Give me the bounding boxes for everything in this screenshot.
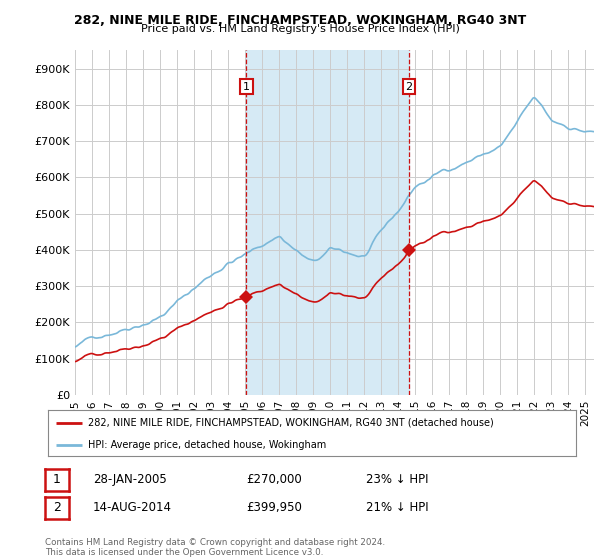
Text: 282, NINE MILE RIDE, FINCHAMPSTEAD, WOKINGHAM, RG40 3NT: 282, NINE MILE RIDE, FINCHAMPSTEAD, WOKI…: [74, 14, 526, 27]
Text: 2: 2: [53, 501, 61, 515]
Text: £399,950: £399,950: [246, 501, 302, 515]
Text: 2: 2: [405, 82, 412, 92]
Text: 21% ↓ HPI: 21% ↓ HPI: [366, 501, 428, 515]
Text: Contains HM Land Registry data © Crown copyright and database right 2024.
This d: Contains HM Land Registry data © Crown c…: [45, 538, 385, 557]
Text: £270,000: £270,000: [246, 473, 302, 487]
Text: 1: 1: [53, 473, 61, 487]
Text: 1: 1: [243, 82, 250, 92]
Text: HPI: Average price, detached house, Wokingham: HPI: Average price, detached house, Woki…: [88, 440, 326, 450]
Text: 14-AUG-2014: 14-AUG-2014: [93, 501, 172, 515]
Text: 282, NINE MILE RIDE, FINCHAMPSTEAD, WOKINGHAM, RG40 3NT (detached house): 282, NINE MILE RIDE, FINCHAMPSTEAD, WOKI…: [88, 418, 493, 428]
Text: Price paid vs. HM Land Registry's House Price Index (HPI): Price paid vs. HM Land Registry's House …: [140, 24, 460, 34]
Text: 23% ↓ HPI: 23% ↓ HPI: [366, 473, 428, 487]
Bar: [247, 50, 409, 395]
Text: 28-JAN-2005: 28-JAN-2005: [93, 473, 167, 487]
